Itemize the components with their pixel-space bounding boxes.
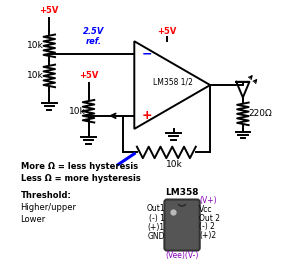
Text: +5V: +5V [157, 27, 177, 36]
Text: Vcc: Vcc [199, 205, 213, 214]
Text: Out1: Out1 [146, 204, 165, 213]
Text: 10k: 10k [69, 107, 86, 116]
Text: Out 2: Out 2 [199, 214, 220, 222]
Text: GND: GND [147, 232, 165, 241]
Text: LM358 1/2: LM358 1/2 [153, 78, 193, 87]
FancyBboxPatch shape [164, 200, 200, 251]
Text: 10k: 10k [27, 41, 44, 50]
Text: Less Ω = more hysteresis: Less Ω = more hysteresis [20, 174, 140, 183]
Text: (-) 1: (-) 1 [149, 214, 165, 222]
Text: 220Ω: 220Ω [248, 109, 272, 118]
Text: Threshold:: Threshold: [20, 191, 71, 200]
Text: (+)1: (+)1 [148, 223, 165, 232]
Text: 2.5V
ref.: 2.5V ref. [83, 27, 104, 47]
Text: +5V: +5V [79, 72, 98, 80]
Text: 10k: 10k [166, 160, 183, 169]
Text: (-) 2: (-) 2 [199, 222, 215, 231]
Text: LM358: LM358 [165, 188, 199, 197]
Text: +5V: +5V [40, 6, 59, 15]
Text: (+)2: (+)2 [199, 231, 216, 240]
Text: More Ω = less hysteresis: More Ω = less hysteresis [20, 162, 138, 171]
Text: +: + [142, 109, 153, 122]
Text: −: − [142, 48, 153, 61]
Text: (Vee)(V-): (Vee)(V-) [165, 251, 199, 260]
Text: 10k: 10k [27, 72, 44, 80]
Text: Higher/upper: Higher/upper [20, 203, 76, 212]
Text: (V+): (V+) [199, 196, 217, 205]
Text: Lower: Lower [20, 215, 46, 224]
